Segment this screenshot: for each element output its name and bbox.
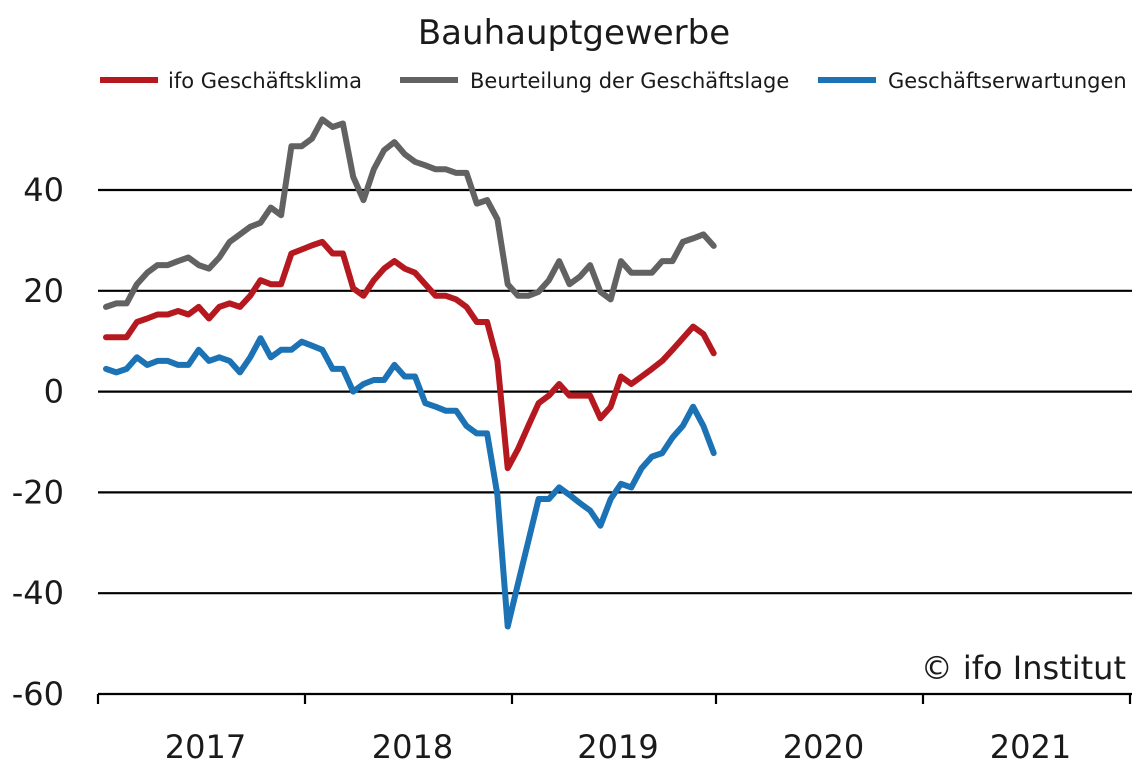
legend-item: Beurteilung der Geschäftslage — [400, 69, 789, 93]
legend: ifo Geschäftsklima Beurteilung der Geschä… — [100, 69, 1127, 93]
legend-label: Beurteilung der Geschäftslage — [470, 69, 789, 93]
x-tick-label: 2021 — [990, 728, 1071, 766]
y-tick-label: -20 — [12, 473, 64, 511]
y-tick-label: 0 — [44, 373, 64, 411]
x-axis: 2017 2018 2019 2020 2021 — [96, 692, 1132, 766]
series-line-geschaeftserwartungen — [103, 335, 717, 630]
y-tick-label: -60 — [12, 675, 64, 713]
series-line-geschaeftslage — [103, 116, 717, 310]
legend-label: Geschäftserwartungen — [888, 69, 1127, 93]
chart-title: Bauhauptgewerbe — [418, 13, 730, 53]
y-tick-label: 40 — [23, 171, 64, 209]
y-tick-label: -40 — [12, 574, 64, 612]
legend-item: ifo Geschäftsklima — [100, 69, 362, 93]
x-tick-label: 2018 — [372, 728, 453, 766]
x-tick-label: 2017 — [165, 728, 246, 766]
x-tick-label: 2020 — [783, 728, 864, 766]
series-line-geschaeftsklima — [103, 238, 717, 472]
y-axis-ticks: 40 20 0 -20 -40 -60 — [12, 171, 64, 713]
credit-label: © ifo Institut — [921, 649, 1126, 687]
x-tick-label: 2019 — [577, 728, 658, 766]
legend-item: Geschäftserwartungen — [818, 69, 1127, 93]
y-tick-label: 20 — [23, 272, 64, 310]
legend-label: ifo Geschäftsklima — [168, 69, 362, 93]
series-lines — [103, 116, 717, 630]
